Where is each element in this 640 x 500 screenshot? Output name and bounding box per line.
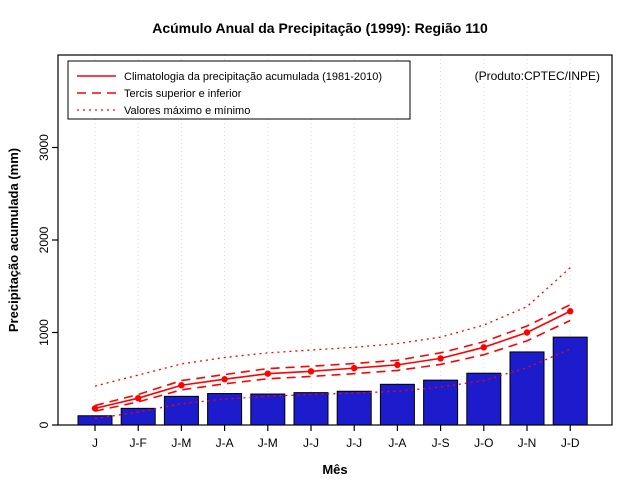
x-tick-label: J-M (258, 436, 278, 450)
series-point (437, 355, 444, 362)
legend-item-climatology: Climatologia da precipitação acumulada (… (77, 71, 382, 83)
legend-label: Tercis superior e inferior (124, 88, 242, 100)
product-annotation: (Produto:CPTEC/INPE) (475, 69, 600, 83)
series-point (394, 361, 401, 369)
bar (163, 395, 199, 426)
y-tick-label: 2000 (37, 226, 51, 253)
plot-area: 0 1000 2000 3000 J J-F J-M J-A J-M J-J J-J J-A J-S J-… (37, 55, 588, 450)
y-axis-label: Precipitação acumulada (mm) (6, 148, 21, 332)
y-tick-label: 3000 (37, 134, 51, 161)
legend-label: Valores máximo e mínimo (124, 105, 250, 117)
dotted-series-line (94, 267, 571, 387)
series-point (307, 368, 315, 375)
plot-border (57, 54, 613, 426)
dashed-series-line (94, 319, 571, 412)
x-tick-label: J-J (303, 436, 319, 450)
x-tick-label: J-S (432, 436, 450, 450)
series-point (135, 394, 142, 402)
y-tick-label: 0 (37, 421, 51, 428)
legend-border (67, 60, 411, 120)
x-tick-label: J-F (130, 436, 147, 450)
x-axis-label: Mês (322, 462, 347, 477)
series-point (178, 382, 185, 389)
x-tick-label: J-A (388, 436, 406, 450)
bar (336, 390, 372, 426)
bar (293, 392, 329, 426)
x-tick-label: J-A (216, 436, 234, 450)
series-point (221, 376, 228, 383)
x-tick-label: J-J (346, 436, 362, 450)
x-tick-label: J-N (518, 436, 537, 450)
series-point (351, 364, 358, 372)
legend: Climatologia da precipitação acumulada (… (67, 60, 411, 120)
solid-series-line (94, 310, 571, 410)
series-point (567, 308, 574, 315)
series-point (264, 370, 271, 377)
y-tick-label: 1000 (37, 319, 51, 346)
x-tick-label: J (92, 436, 98, 450)
dashed-series-line (94, 304, 571, 407)
legend-label: Climatologia da precipitação acumulada (… (124, 71, 382, 83)
bar (509, 351, 545, 426)
bar (207, 393, 243, 426)
series-point (480, 344, 487, 351)
legend-item-terciles: Tercis superior e inferior (77, 88, 242, 100)
x-tick-label: J-M (171, 436, 191, 450)
legend-item-minmax: Valores máximo e mínimo (77, 105, 250, 117)
bar (379, 383, 415, 426)
chart-title: Acúmulo Anual da Precipitação (1999): Re… (152, 20, 488, 36)
bar (552, 336, 588, 426)
x-tick-label: J-D (561, 436, 580, 450)
series-point (91, 405, 99, 412)
bar (77, 415, 113, 426)
bar (423, 379, 459, 426)
bar (250, 393, 286, 426)
series-point (523, 329, 531, 336)
x-tick-label: J-O (474, 436, 493, 450)
bar (120, 407, 156, 426)
